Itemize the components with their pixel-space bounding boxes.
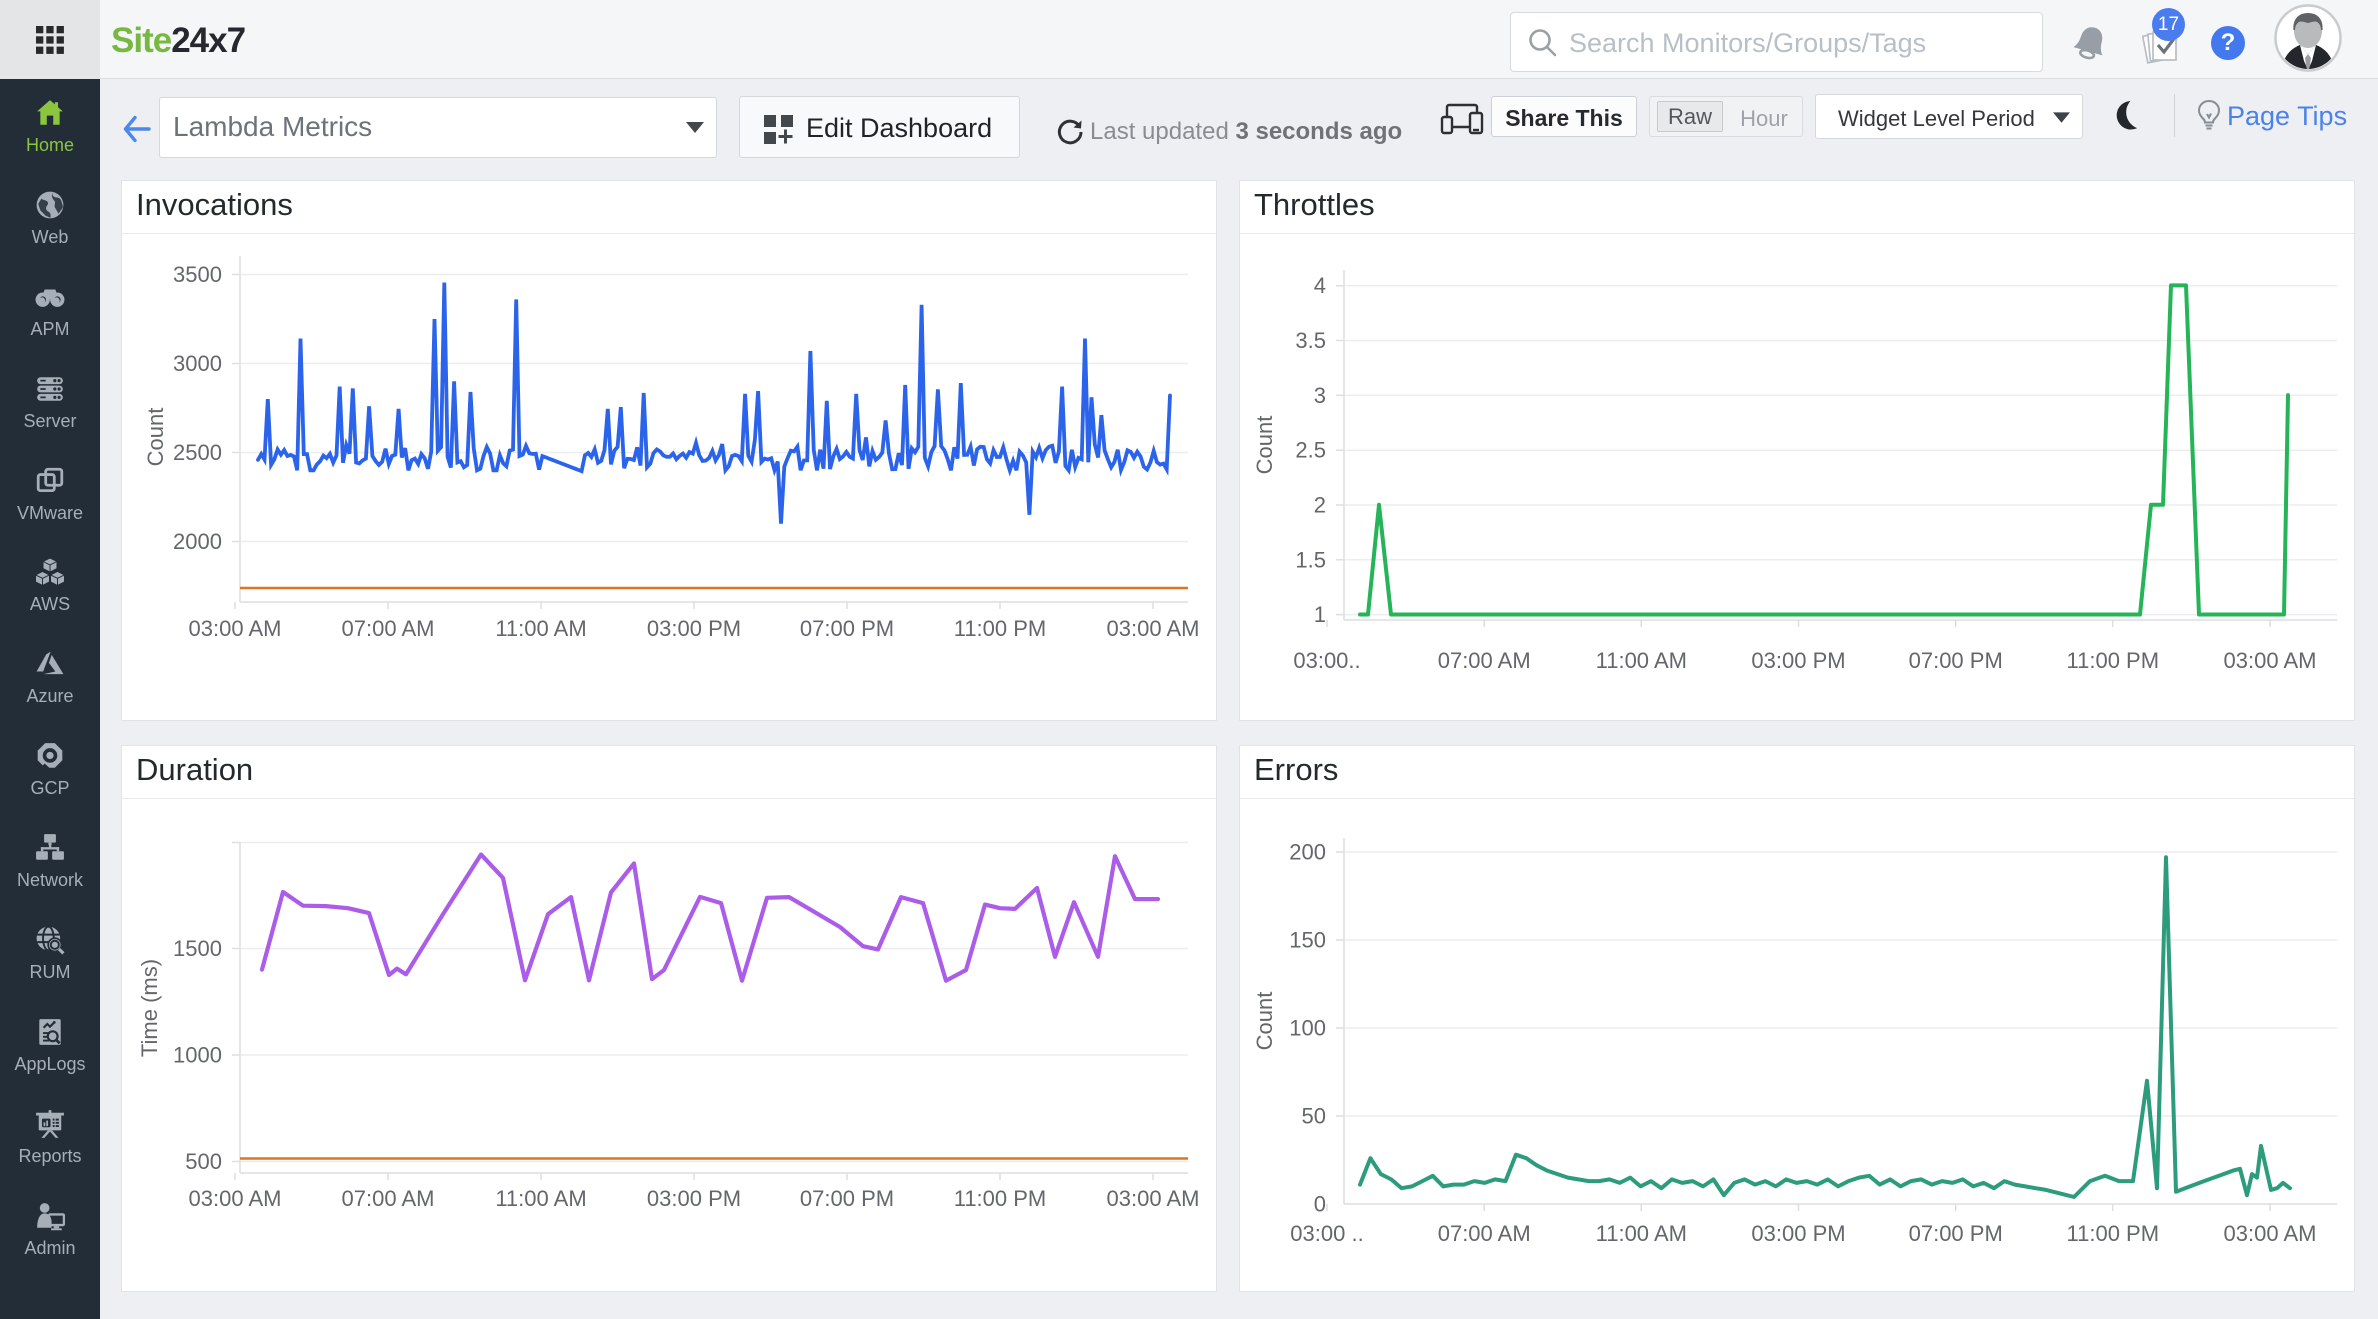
- svg-text:03:00 PM: 03:00 PM: [1751, 1221, 1845, 1246]
- svg-text:3: 3: [1314, 383, 1326, 408]
- svg-text:2500: 2500: [173, 440, 222, 465]
- svg-text:03:00 AM: 03:00 AM: [1107, 1186, 1200, 1211]
- svg-text:200: 200: [1289, 840, 1326, 865]
- svg-text:03:00 PM: 03:00 PM: [1751, 648, 1845, 673]
- svg-text:03:00..: 03:00..: [1293, 648, 1360, 673]
- svg-text:2000: 2000: [173, 529, 222, 554]
- svg-text:3000: 3000: [173, 351, 222, 376]
- svg-text:11:00 PM: 11:00 PM: [954, 616, 1047, 641]
- svg-text:03:00 ..: 03:00 ..: [1290, 1221, 1363, 1246]
- svg-text:11:00 AM: 11:00 AM: [495, 1186, 586, 1211]
- svg-text:11:00 AM: 11:00 AM: [495, 616, 586, 641]
- svg-text:03:00 AM: 03:00 AM: [2224, 1221, 2317, 1246]
- svg-text:1.5: 1.5: [1295, 547, 1326, 572]
- svg-text:11:00 AM: 11:00 AM: [1596, 648, 1687, 673]
- svg-text:07:00 AM: 07:00 AM: [1438, 648, 1531, 673]
- svg-text:3.5: 3.5: [1295, 328, 1326, 353]
- svg-text:07:00 PM: 07:00 PM: [1909, 648, 2003, 673]
- svg-text:07:00 PM: 07:00 PM: [800, 616, 894, 641]
- svg-text:100: 100: [1289, 1016, 1326, 1041]
- svg-text:07:00 AM: 07:00 AM: [342, 1186, 435, 1211]
- svg-text:03:00 AM: 03:00 AM: [189, 1186, 282, 1211]
- svg-text:03:00 PM: 03:00 PM: [647, 1186, 741, 1211]
- svg-text:50: 50: [1302, 1104, 1326, 1129]
- svg-text:4: 4: [1314, 273, 1326, 298]
- svg-text:3500: 3500: [173, 262, 222, 287]
- svg-text:2: 2: [1314, 493, 1326, 518]
- svg-text:Time (ms): Time (ms): [137, 959, 162, 1057]
- svg-text:1000: 1000: [173, 1043, 222, 1068]
- svg-text:11:00 PM: 11:00 PM: [2067, 648, 2160, 673]
- svg-text:500: 500: [185, 1149, 222, 1174]
- svg-text:11:00 AM: 11:00 AM: [1596, 1221, 1687, 1246]
- svg-text:11:00 PM: 11:00 PM: [2067, 1221, 2160, 1246]
- svg-text:11:00 PM: 11:00 PM: [954, 1186, 1047, 1211]
- svg-text:07:00 AM: 07:00 AM: [342, 616, 435, 641]
- svg-text:07:00 AM: 07:00 AM: [1438, 1221, 1531, 1246]
- svg-text:2.5: 2.5: [1295, 438, 1326, 463]
- svg-text:07:00 PM: 07:00 PM: [800, 1186, 894, 1211]
- svg-text:1: 1: [1314, 602, 1326, 627]
- svg-text:03:00 AM: 03:00 AM: [1107, 616, 1200, 641]
- svg-text:Count: Count: [1252, 416, 1277, 475]
- svg-text:Count: Count: [1252, 992, 1277, 1051]
- svg-text:Count: Count: [143, 408, 168, 467]
- svg-text:07:00 PM: 07:00 PM: [1909, 1221, 2003, 1246]
- svg-text:03:00 AM: 03:00 AM: [189, 616, 282, 641]
- svg-text:150: 150: [1289, 928, 1326, 953]
- svg-text:03:00 AM: 03:00 AM: [2224, 648, 2317, 673]
- svg-text:03:00 PM: 03:00 PM: [647, 616, 741, 641]
- svg-text:0: 0: [1314, 1192, 1326, 1217]
- svg-text:1500: 1500: [173, 936, 222, 961]
